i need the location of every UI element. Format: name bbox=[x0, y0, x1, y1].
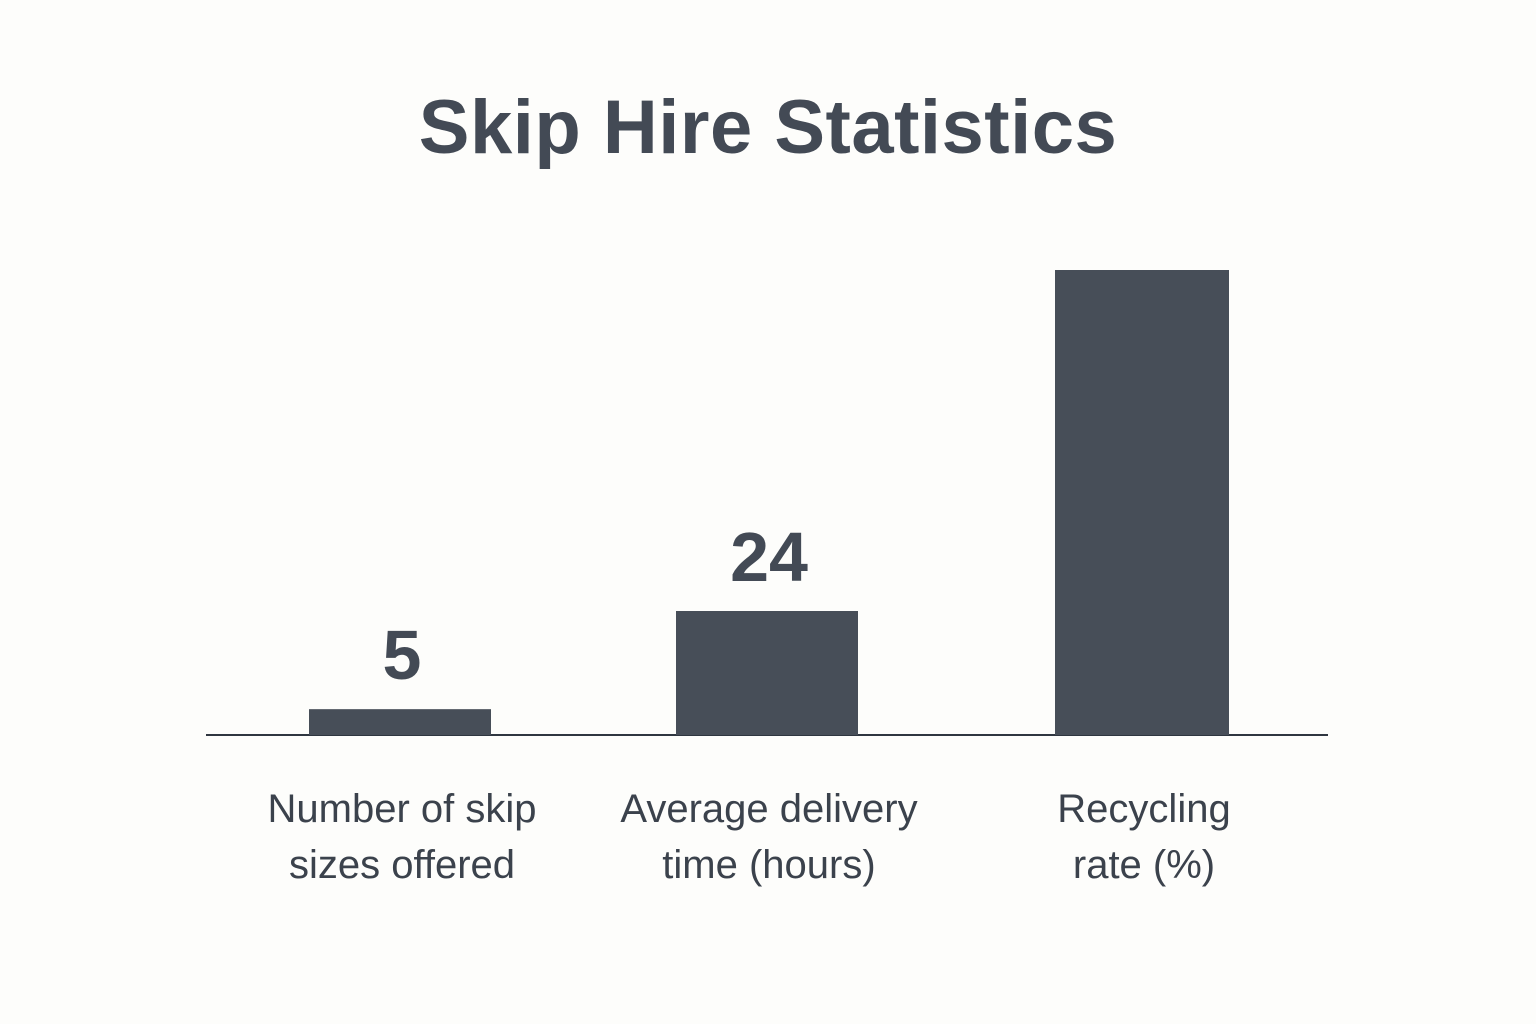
bar-2 bbox=[676, 611, 858, 735]
category-label-1-line-2: sizes offered bbox=[289, 843, 515, 887]
category-label-3-line-2: rate (%) bbox=[1073, 843, 1215, 887]
data-label-1: 5 bbox=[383, 616, 422, 694]
chart-title: Skip Hire Statistics bbox=[418, 85, 1118, 170]
data-label-2: 24 bbox=[730, 518, 808, 596]
category-label-1-line-1: Number of skip bbox=[268, 787, 537, 831]
bar-1 bbox=[309, 709, 491, 735]
bars-layer bbox=[309, 270, 1229, 735]
category-label-3-line-1: Recycling bbox=[1057, 787, 1230, 831]
category-label-2-line-2: time (hours) bbox=[662, 843, 875, 887]
labels-layer: 5 Number of skip sizes offered 24 Average de… bbox=[268, 518, 1231, 887]
bar-3 bbox=[1055, 270, 1229, 735]
category-label-2-line-1: Average delivery bbox=[620, 787, 917, 831]
